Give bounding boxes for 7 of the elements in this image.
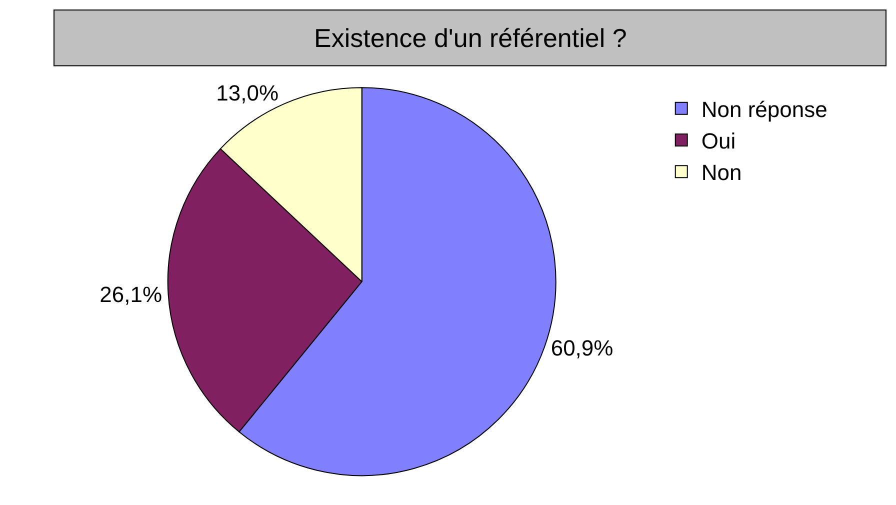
legend-label: Non réponse xyxy=(701,96,828,122)
legend-label: Non xyxy=(701,160,742,186)
chart-title: Existence d'un référentiel ? xyxy=(314,23,627,53)
data-label: 13,0% xyxy=(216,80,279,106)
legend-label: Oui xyxy=(701,128,736,154)
data-label: 26,1% xyxy=(100,282,162,307)
data-label: 60,9% xyxy=(550,336,614,361)
